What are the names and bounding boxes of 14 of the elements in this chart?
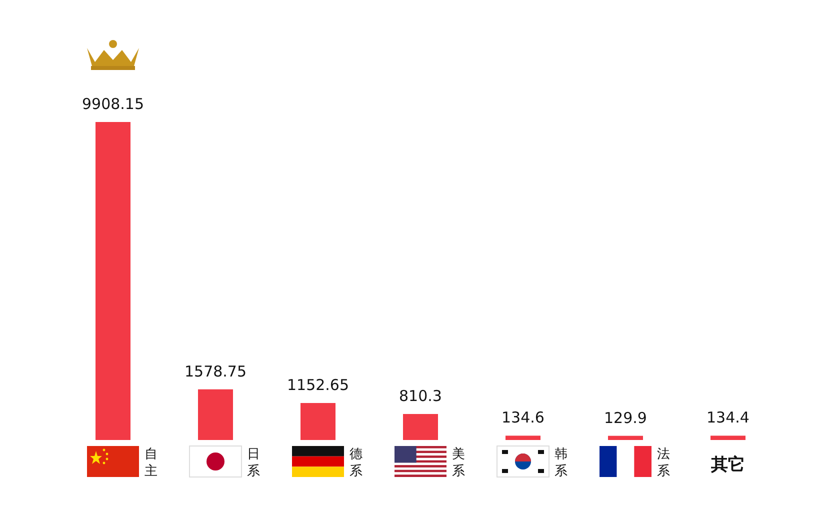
x-tick-label: 日系 (247, 447, 260, 479)
data-label: 134.4 (706, 408, 750, 427)
x-tick-label: 德系 (350, 447, 362, 479)
data-label: 134.6 (502, 408, 544, 427)
x-tick-label: 自主 (144, 447, 158, 479)
x-tick-label: 美系 (452, 446, 465, 479)
x-tick-label: 其它 (710, 455, 745, 475)
data-label: 1152.65 (286, 376, 350, 394)
data-label: 9908.15 (82, 95, 144, 113)
data-label: 129.9 (604, 408, 647, 427)
x-tick-label: 法系 (657, 447, 670, 479)
data-label: 1578.75 (184, 362, 247, 380)
data-label: 810.3 (399, 386, 442, 405)
x-tick-label: 韩系 (554, 447, 568, 479)
